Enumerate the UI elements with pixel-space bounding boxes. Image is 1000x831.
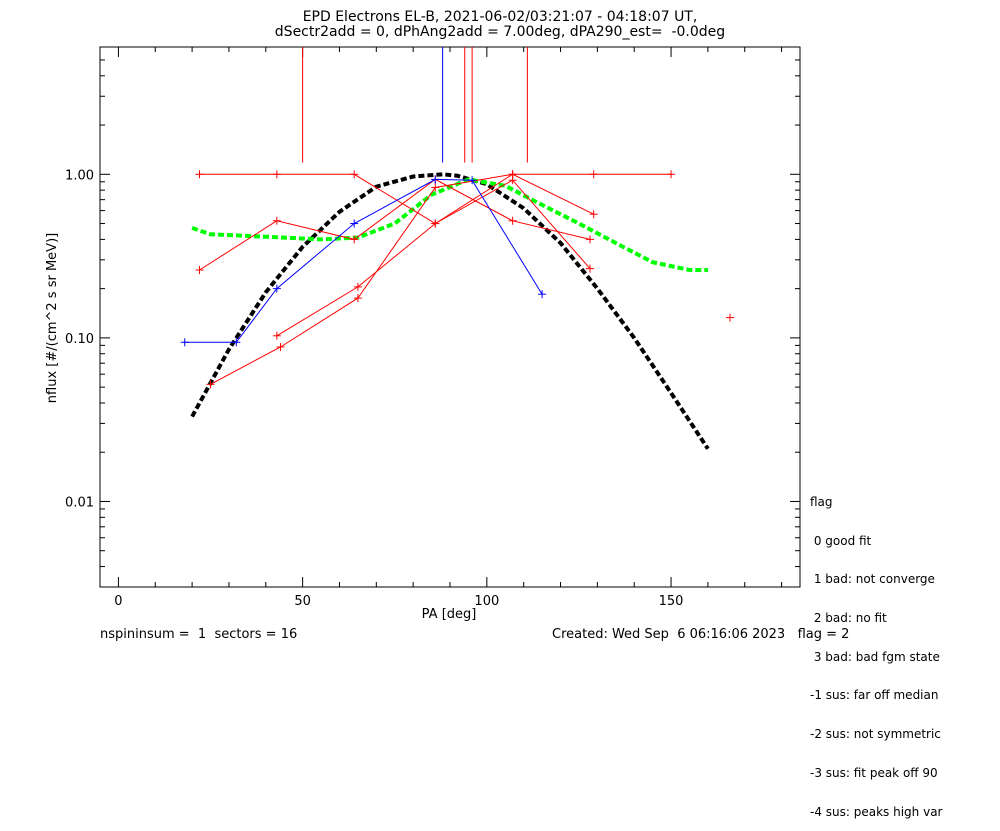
data-point xyxy=(272,284,281,293)
data-point xyxy=(232,338,241,347)
data-point xyxy=(350,170,359,179)
plot-frame xyxy=(99,46,801,588)
data-point xyxy=(508,170,517,179)
data-point xyxy=(726,313,734,322)
x-tick-label: 100 xyxy=(474,594,499,609)
y-axis-label: nflux [#/(cm^2 s sr MeV)] xyxy=(45,233,60,403)
legend-item: 0 good fit xyxy=(810,533,872,548)
x-tick-label: 50 xyxy=(294,594,311,609)
flag-legend: flag 0 good fit 1 bad: not converge 2 ba… xyxy=(810,470,942,831)
data-point xyxy=(206,380,215,389)
data-point xyxy=(180,338,189,347)
data-point xyxy=(353,294,362,303)
data-point xyxy=(431,175,440,184)
footer-right: Created: Wed Sep 6 06:16:06 2023 flag = … xyxy=(552,627,850,642)
plot-axes: 0 50 100 150 0.01 0.10 1.00 xyxy=(65,46,801,609)
legend-item: 3 bad: bad fgm state xyxy=(810,649,940,664)
x-axis-label: PA [deg] xyxy=(422,607,477,622)
data-point xyxy=(272,331,281,340)
y-tick-label: 0.01 xyxy=(65,495,94,510)
legend-item: -1 sus: far off median xyxy=(810,688,939,703)
data-point xyxy=(272,170,281,179)
pa-flux-chart: 0 50 100 150 0.01 0.10 1.00 PA [deg] nflux [#/… xyxy=(45,46,801,622)
fit-curve xyxy=(190,172,710,450)
legend-item: -4 sus: peaks high var xyxy=(810,804,943,819)
data-point xyxy=(586,235,594,244)
fit-curve xyxy=(191,177,708,272)
chart-title-line-1: EPD Electrons EL-B, 2021-06-02/03:21:07 … xyxy=(302,9,698,25)
data-point xyxy=(589,170,598,179)
y-tick-label: 1.00 xyxy=(65,168,94,183)
data-point xyxy=(586,264,594,273)
x-tick-label: 0 xyxy=(114,594,122,609)
legend-item: -3 sus: fit peak off 90 xyxy=(810,765,938,780)
legend-item: 1 bad: not converge xyxy=(810,572,935,587)
chart-title-line-2: dSectr2add = 0, dPhAng2add = 7.00deg, dP… xyxy=(274,24,726,40)
legend-item: 2 bad: no fit xyxy=(810,610,887,625)
data-point xyxy=(468,176,477,185)
data-series xyxy=(180,47,734,389)
data-point xyxy=(431,183,440,192)
data-point xyxy=(195,170,204,179)
series-line xyxy=(199,178,591,271)
data-point xyxy=(589,210,598,219)
series-line xyxy=(184,178,543,343)
data-point xyxy=(195,265,204,274)
x-tick-label: 150 xyxy=(659,594,684,609)
data-point xyxy=(508,216,517,225)
data-point xyxy=(350,219,359,228)
data-point xyxy=(353,282,362,291)
data-point xyxy=(350,235,359,244)
footer-left: nspininsum = 1 sectors = 16 xyxy=(100,627,298,642)
axis-labels: PA [deg] nflux [#/(cm^2 s sr MeV)] xyxy=(45,233,476,622)
series-line xyxy=(210,173,594,385)
y-tick-label: 0.10 xyxy=(65,332,94,347)
legend-item: -2 sus: not symmetric xyxy=(810,727,941,742)
data-point xyxy=(431,219,440,228)
data-point xyxy=(272,216,281,225)
data-point xyxy=(667,170,676,179)
data-point xyxy=(538,290,547,299)
data-point xyxy=(276,342,285,351)
legend-title: flag xyxy=(810,494,833,509)
